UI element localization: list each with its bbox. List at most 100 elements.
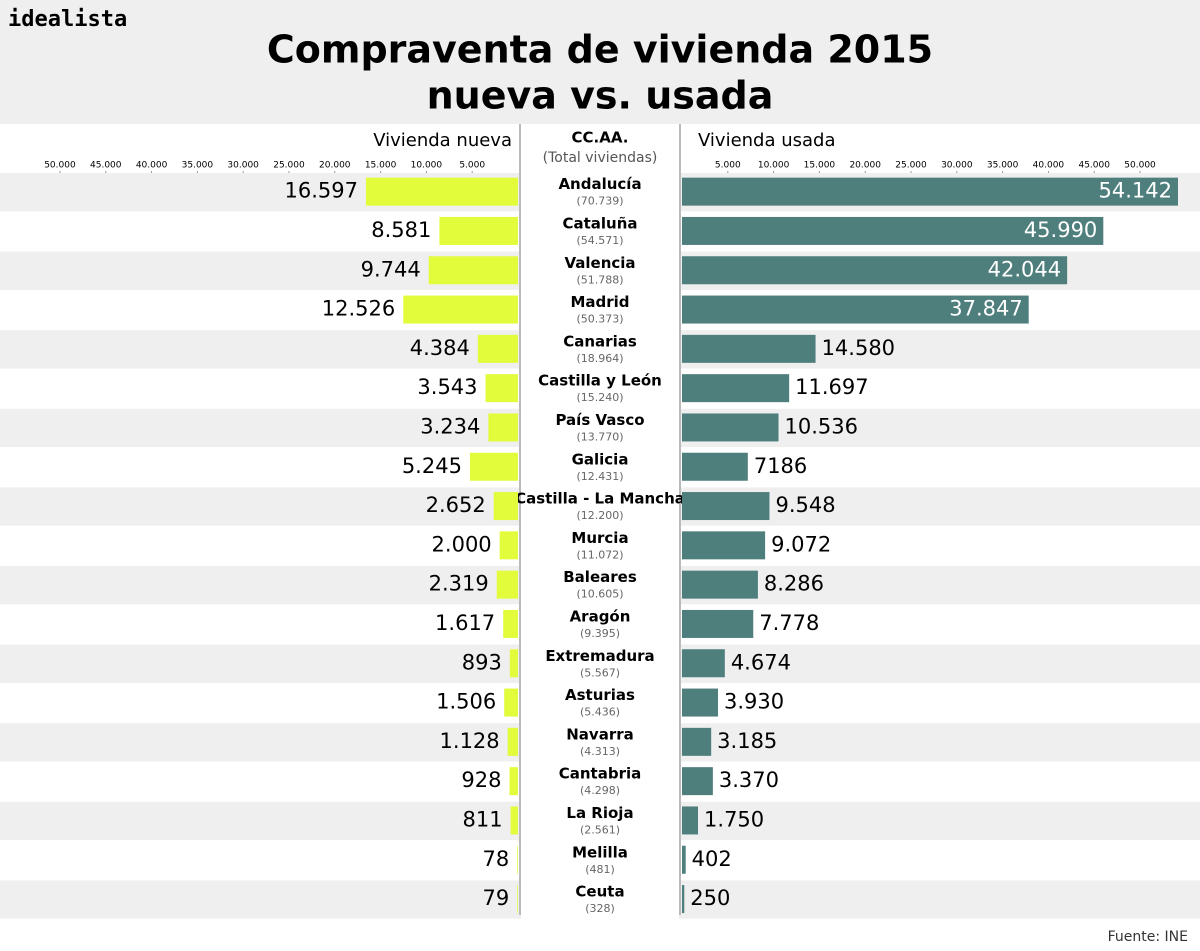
total-label: (5.436) <box>580 706 620 719</box>
x-tick-label: 10.000 <box>758 161 790 171</box>
bar <box>488 413 518 442</box>
value-label: 3.930 <box>724 690 784 714</box>
value-label: 928 <box>461 768 501 792</box>
x-tick-label: 45.000 <box>90 161 122 171</box>
x-tick-label: 25.000 <box>895 161 927 171</box>
category-header: CC.AA. <box>572 129 629 147</box>
bar <box>682 334 816 363</box>
value-label: 11.697 <box>795 375 868 399</box>
center-cell <box>521 251 679 290</box>
bar <box>682 452 748 481</box>
total-label: (328) <box>585 902 615 915</box>
value-label: 78 <box>483 847 510 871</box>
x-tick-label: 5.000 <box>459 161 485 171</box>
category-label: Aragón <box>570 607 631 625</box>
center-cell <box>521 801 679 841</box>
x-tick-label: 20.000 <box>849 161 881 171</box>
bar <box>504 688 518 717</box>
totals-header: (Total viviendas) <box>543 150 658 166</box>
total-label: (51.788) <box>576 273 623 286</box>
category-label: Asturias <box>565 686 635 704</box>
center-cell <box>521 644 679 683</box>
bar <box>493 492 518 521</box>
bar <box>682 767 713 796</box>
x-tick-label: 45.000 <box>1078 161 1110 171</box>
value-label: 7186 <box>754 454 807 478</box>
x-tick-label: 50.000 <box>44 161 76 171</box>
category-label: Melilla <box>572 843 628 861</box>
value-label: 1.617 <box>435 611 495 635</box>
value-label: 8.286 <box>764 572 824 596</box>
bar <box>507 727 518 756</box>
value-label: 250 <box>690 886 730 910</box>
x-tick-label: 30.000 <box>941 161 973 171</box>
chart-subtitle: nueva vs. usada <box>427 74 774 118</box>
value-label: 9.744 <box>361 257 421 281</box>
bar <box>682 885 685 914</box>
center-cell <box>521 408 679 448</box>
value-label: 2.319 <box>429 572 489 596</box>
x-tick-label: 10.000 <box>411 161 443 171</box>
value-label: 1.750 <box>704 807 764 831</box>
bar <box>365 177 518 206</box>
bar <box>682 374 790 403</box>
bar <box>682 295 1029 324</box>
x-tick-label: 20.000 <box>319 161 351 171</box>
bar <box>682 216 1104 245</box>
center-cell <box>521 526 679 565</box>
bar <box>682 570 758 599</box>
center-cell <box>521 212 679 251</box>
value-label: 1.506 <box>436 690 496 714</box>
bar <box>496 570 518 599</box>
bar <box>682 492 770 521</box>
category-label: Extremadura <box>545 647 654 665</box>
series-header: Vivienda nueva <box>373 130 512 151</box>
total-label: (4.313) <box>580 745 620 758</box>
value-label: 893 <box>462 650 502 674</box>
center-cell <box>521 605 679 644</box>
value-label: 10.536 <box>785 414 858 438</box>
center-cell <box>521 173 679 212</box>
header-band <box>0 0 1200 124</box>
x-tick-label: 30.000 <box>227 161 259 171</box>
bar <box>428 256 518 285</box>
bar <box>682 727 712 756</box>
value-label: 3.185 <box>717 729 777 753</box>
value-label: 3.543 <box>417 375 477 399</box>
bar <box>682 806 699 835</box>
total-label: (70.739) <box>576 195 623 208</box>
value-label: 402 <box>692 847 732 871</box>
total-label: (9.395) <box>580 627 620 640</box>
center-cell <box>521 841 679 880</box>
value-label: 2.000 <box>432 532 492 556</box>
category-label: Valencia <box>564 254 635 272</box>
x-tick-label: 40.000 <box>1033 161 1065 171</box>
chart-title: Compraventa de vivienda 2015 <box>267 28 933 72</box>
center-cell <box>521 369 679 408</box>
x-tick-label: 40.000 <box>136 161 168 171</box>
value-label: 5.245 <box>402 454 462 478</box>
bar <box>517 885 518 914</box>
x-tick-label: 5.000 <box>715 161 741 171</box>
bar <box>477 334 518 363</box>
series-header: Vivienda usada <box>698 130 836 151</box>
total-label: (18.964) <box>576 352 623 365</box>
center-cell <box>521 448 679 487</box>
x-tick-label: 35.000 <box>182 161 214 171</box>
category-label: País Vasco <box>555 411 644 429</box>
total-label: (12.431) <box>576 470 623 483</box>
x-tick-label: 35.000 <box>987 161 1019 171</box>
category-label: Cataluña <box>562 214 637 232</box>
source: Fuente: INE <box>1108 929 1188 945</box>
center-cell <box>521 330 679 369</box>
category-label: Castilla y León <box>538 372 662 390</box>
bar <box>682 649 725 678</box>
bar <box>682 688 719 717</box>
bar <box>517 845 518 874</box>
bar <box>499 531 518 560</box>
total-label: (13.770) <box>576 430 623 443</box>
x-tick-label: 25.000 <box>273 161 305 171</box>
bar <box>503 609 518 638</box>
value-label: 1.128 <box>440 729 500 753</box>
